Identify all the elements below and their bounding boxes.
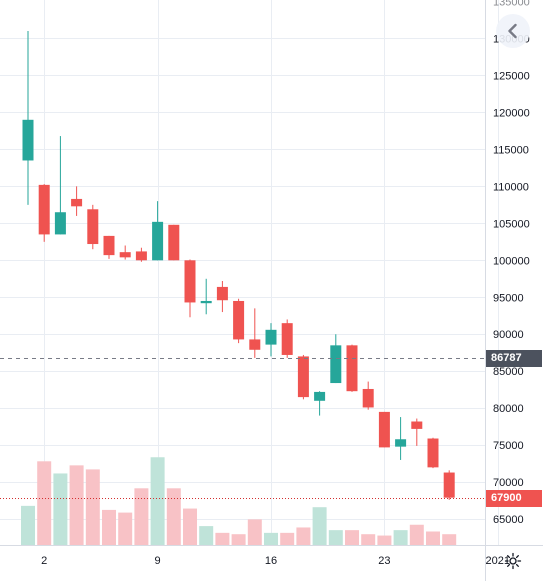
volume-bar [409,524,424,545]
volume-bar [296,527,311,545]
candle-body [330,345,342,384]
volume-bar [426,531,440,545]
time-tick-label: 9 [155,555,161,567]
candle-body [119,252,131,258]
candle-body [152,221,164,261]
candle-body [314,391,326,401]
volume-bar [183,508,197,545]
volume-bar [166,488,181,545]
price-tick-label: 110000 [493,181,529,193]
candle-body [135,251,147,261]
volume-bar [328,530,343,545]
candle-body [443,472,455,498]
volume-bar [21,505,35,545]
candle-body [378,411,390,448]
candle-body [281,323,293,355]
time-tick-label: 2 [41,555,47,567]
volume-bar [312,507,327,545]
time-tick-label: 16 [265,555,277,567]
volume-bar [134,488,149,545]
price-tick-label: 125000 [493,70,530,82]
volume-bar [280,532,295,545]
volume-bar [53,473,68,545]
candle-body [265,329,277,345]
gear-icon [504,552,522,570]
candle-body [87,209,99,245]
volume-bar [150,457,165,545]
price-tick-label: 135000 [493,0,530,8]
candle-body [38,184,50,235]
candle-body [54,212,66,235]
candle-body [168,224,180,261]
candle-body [71,198,83,207]
volume-layer [21,457,457,545]
grid-layer [0,0,499,545]
price-tick-label: 105000 [493,218,530,230]
price-tick-label: 120000 [493,107,530,119]
price-tick-label: 85000 [493,366,524,378]
candle-body [233,300,245,340]
price-tick-label: 90000 [493,329,524,341]
candle-body [346,345,358,392]
volume-bar [377,535,392,545]
scroll-back-button[interactable] [496,14,530,48]
candle-body [427,438,439,468]
last-price-label: 67900 [486,489,542,507]
price-tick-label: 115000 [493,144,529,156]
price-tick-label: 65000 [493,514,524,526]
candle-body [184,260,196,303]
candle-layer [22,31,455,500]
volume-bar [199,526,214,545]
chevron-left-icon [508,23,517,39]
volume-bar [247,519,262,545]
candle-body [395,439,407,447]
volume-bar [69,465,84,545]
candle-body [249,339,261,350]
chart-settings-button[interactable] [500,548,526,574]
volume-bar [393,530,408,545]
volume-bar [442,534,457,545]
candle-body [103,235,115,256]
candle-body [216,286,228,301]
candle-body [411,421,423,429]
volume-bar [345,530,359,545]
time-tick-label: 2021 [486,555,510,567]
price-tick-label: 100000 [493,255,530,267]
overlay-layer [0,358,485,499]
candle-body [200,300,212,304]
volume-bar [85,469,100,545]
candle-body [362,388,374,408]
price-tick-label: 95000 [493,292,524,304]
price-tick-label: 75000 [493,440,524,452]
candle-body [297,356,309,398]
volume-bar [264,532,278,545]
volume-bar [102,509,116,545]
volume-bar [361,534,376,545]
crosshair-price-label: 86787 [486,350,542,367]
volume-bar [118,512,133,545]
volume-bar [215,532,230,545]
volume-bar [231,534,246,545]
price-tick-label: 70000 [493,477,524,489]
volume-bar [37,461,52,545]
time-tick-label: 23 [378,555,390,567]
price-tick-label: 80000 [493,403,524,415]
candle-body [22,119,34,161]
